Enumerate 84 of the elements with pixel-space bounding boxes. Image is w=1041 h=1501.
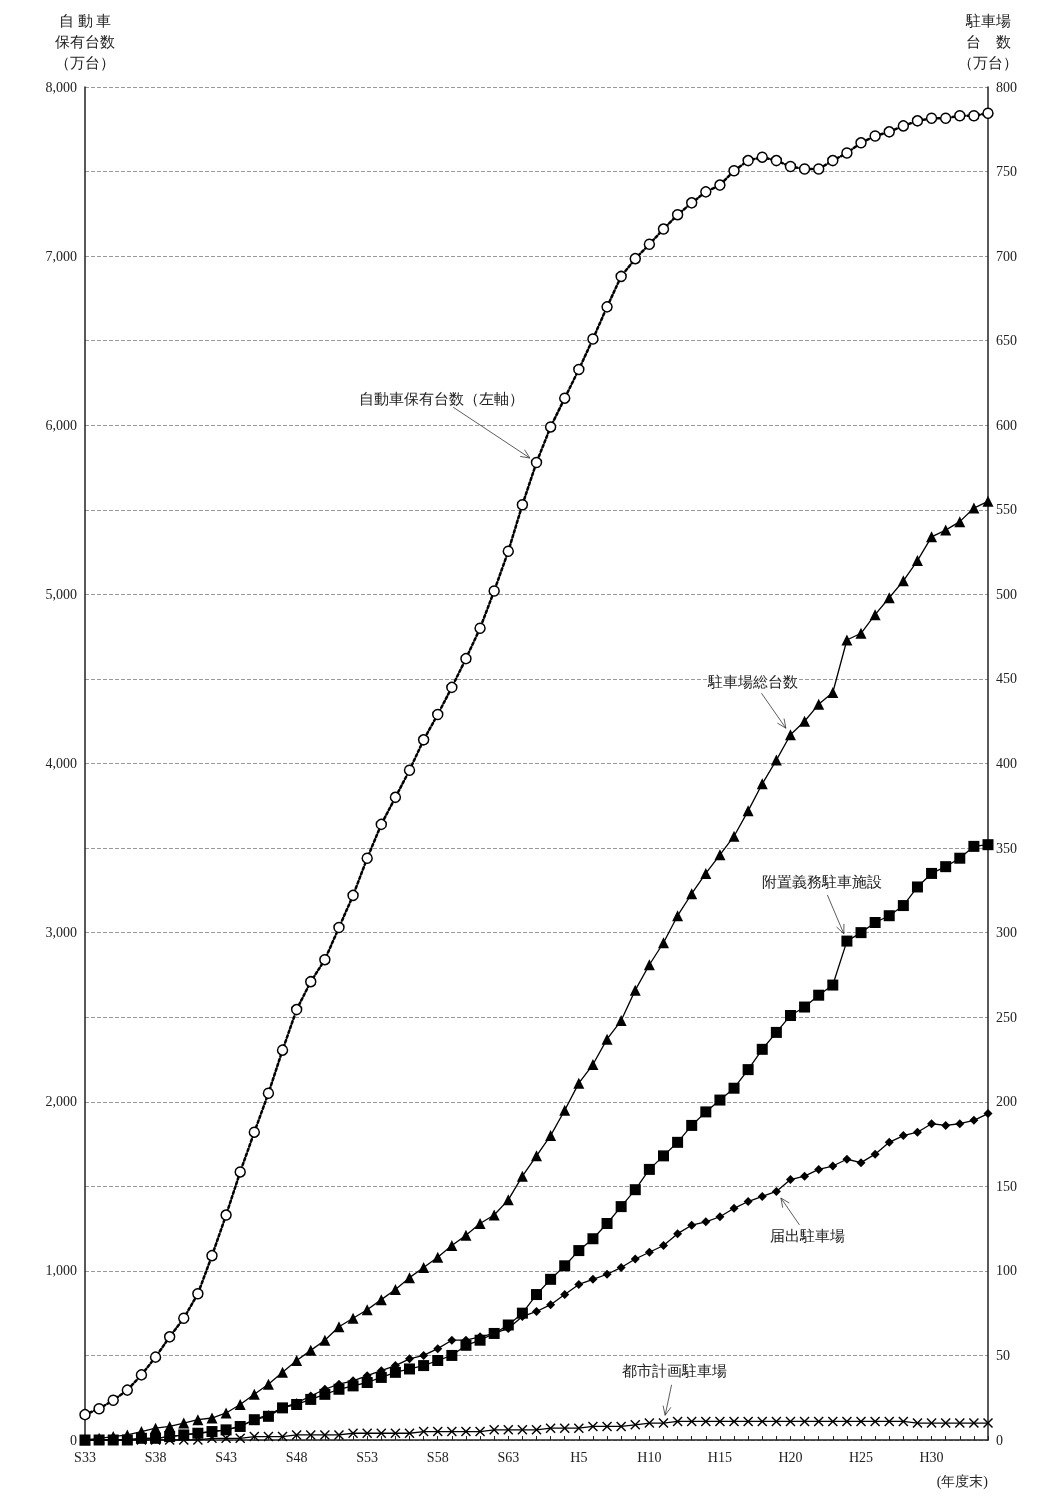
point	[673, 1229, 683, 1239]
x-tick-label: S58	[426, 1449, 449, 1465]
series-label: 自動車保有台数（左軸）	[359, 391, 524, 408]
point	[927, 1119, 937, 1129]
text: 都市計画駐車場	[621, 1363, 727, 1380]
point	[983, 1109, 993, 1119]
point	[574, 1279, 584, 1289]
x-tick-label: H25	[848, 1449, 874, 1465]
point	[715, 1212, 725, 1222]
y2-tick-label: 250	[996, 1009, 1017, 1025]
point	[630, 1254, 640, 1264]
point	[701, 1217, 711, 1227]
point	[405, 1354, 415, 1364]
point	[757, 1191, 767, 1201]
y-tick-label: 0	[70, 1432, 77, 1448]
y-tick-label: 6,000	[45, 417, 77, 433]
point	[828, 1161, 838, 1171]
point	[941, 1120, 951, 1130]
y2-tick-label: 650	[996, 333, 1017, 349]
point	[884, 1137, 894, 1147]
x-tick-label: S48	[285, 1449, 308, 1465]
series-label: 届出駐車場	[769, 1228, 845, 1245]
y2-tick-label: 100	[996, 1263, 1017, 1279]
y-tick-label: 3,000	[45, 925, 77, 941]
y2-tick-label: 550	[996, 502, 1017, 518]
point	[912, 1127, 922, 1137]
y2-tick-label: 50	[996, 1347, 1010, 1363]
point	[644, 1247, 654, 1257]
x-axis-title: (年度末)	[936, 1473, 989, 1490]
y-tick-label: 1,000	[45, 1263, 77, 1279]
point	[433, 1344, 443, 1354]
point	[687, 1220, 697, 1230]
y2-tick-label: 350	[996, 840, 1017, 856]
x-tick-label: S63	[497, 1449, 520, 1465]
y2-tick-label: 150	[996, 1178, 1017, 1194]
point	[814, 1164, 824, 1174]
x-tick-label: H30	[919, 1449, 944, 1465]
point	[870, 1149, 880, 1159]
x-tick-label: H5	[570, 1449, 588, 1465]
point	[771, 1186, 781, 1196]
y-tick-label: 7,000	[45, 248, 77, 264]
y2-tick-label: 0	[996, 1432, 1003, 1448]
y-tick-label: 8,000	[45, 79, 77, 95]
y-axis-title: 自 動 車保有台数（万台）	[55, 12, 115, 71]
series-label: 附置義務駐車施設	[761, 874, 882, 891]
series-label: 駐車場総台数	[707, 673, 799, 690]
x-tick-label: S43	[215, 1449, 237, 1465]
y2-tick-label: 500	[996, 586, 1017, 602]
y2-axis-title: 駐車場台 数（万台）	[958, 12, 1018, 71]
x-tick-label: S33	[74, 1449, 96, 1465]
point	[616, 1262, 626, 1272]
x-tick-label: S53	[356, 1449, 379, 1465]
y-tick-label: 5,000	[45, 586, 77, 602]
point	[969, 1115, 979, 1125]
point	[729, 1203, 739, 1213]
y-tick-label: 2,000	[45, 1094, 77, 1110]
point	[743, 1197, 753, 1207]
point	[560, 1290, 570, 1300]
point	[546, 1300, 556, 1310]
x-tick-label: S38	[144, 1449, 167, 1465]
point	[532, 1306, 541, 1316]
y2-tick-label: 750	[996, 164, 1017, 180]
y2-tick-label: 200	[996, 1094, 1017, 1110]
point	[898, 1131, 908, 1141]
point	[419, 1350, 429, 1360]
y-tick-label: 4,000	[45, 756, 77, 771]
y2-tick-label: 800	[996, 79, 1017, 95]
point	[785, 1175, 795, 1185]
y2-tick-label: 450	[996, 671, 1017, 687]
point	[955, 1119, 965, 1129]
point	[856, 1158, 866, 1168]
y2-tick-label: 700	[996, 248, 1017, 264]
point	[800, 1171, 810, 1181]
y2-tick-label: 300	[996, 925, 1017, 941]
point	[602, 1269, 612, 1279]
x-tick-label: H10	[637, 1449, 662, 1465]
point	[842, 1154, 852, 1164]
x-tick-label: H20	[778, 1449, 803, 1465]
x-tick-label: H15	[707, 1449, 732, 1465]
point	[658, 1241, 668, 1251]
y2-tick-label: 400	[996, 756, 1017, 771]
point	[588, 1274, 598, 1284]
point	[447, 1335, 457, 1345]
y2-tick-label: 600	[996, 417, 1017, 433]
